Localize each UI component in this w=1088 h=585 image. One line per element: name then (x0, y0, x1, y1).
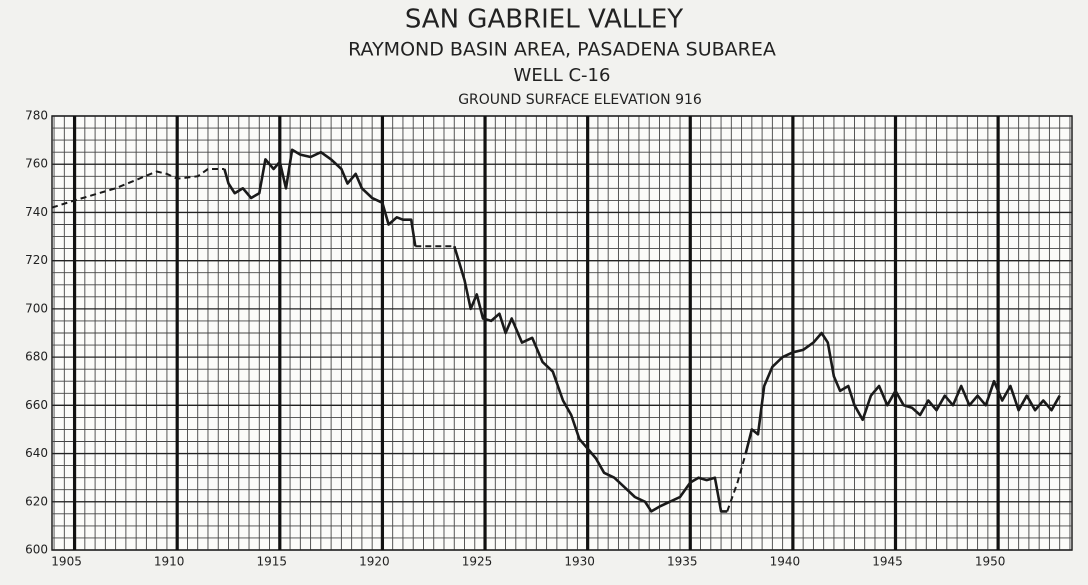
y-tick-label: 720 (25, 253, 48, 267)
x-tick-label: 1915 (257, 555, 288, 569)
x-tick-label: 1925 (462, 555, 493, 569)
y-tick-label: 600 (25, 543, 48, 557)
x-tick-label: 1905 (51, 555, 82, 569)
y-tick-label: 640 (25, 446, 48, 460)
x-tick-label: 1920 (359, 555, 390, 569)
chart-subtitle: RAYMOND BASIN AREA, PASADENA SUBAREA (348, 39, 776, 61)
x-tick-label: 1935 (667, 555, 698, 569)
x-tick-label: 1945 (872, 555, 903, 569)
water-level-line (51, 168, 225, 209)
well-label: WELL C-16 (514, 65, 611, 86)
y-tick-label: 760 (25, 157, 48, 171)
water-level-line (744, 331, 1061, 454)
y-tick-label: 740 (25, 205, 48, 219)
y-tick-label: 780 (25, 109, 48, 123)
water-level-line (453, 245, 728, 513)
x-tick-label: 1950 (975, 555, 1006, 569)
water-level-line (223, 148, 417, 247)
y-tick-label: 620 (25, 494, 48, 508)
chart-title: SAN GABRIEL VALLEY (405, 5, 683, 35)
y-tick-label: 680 (25, 350, 48, 364)
x-tick-label: 1910 (154, 555, 185, 569)
x-tick-label: 1940 (770, 555, 801, 569)
x-tick-label: 1930 (564, 555, 595, 569)
y-tick-label: 700 (25, 301, 48, 315)
water-level-line (726, 453, 747, 512)
y-tick-label: 660 (25, 398, 48, 412)
elevation-note: GROUND SURFACE ELEVATION 916 (458, 92, 702, 108)
